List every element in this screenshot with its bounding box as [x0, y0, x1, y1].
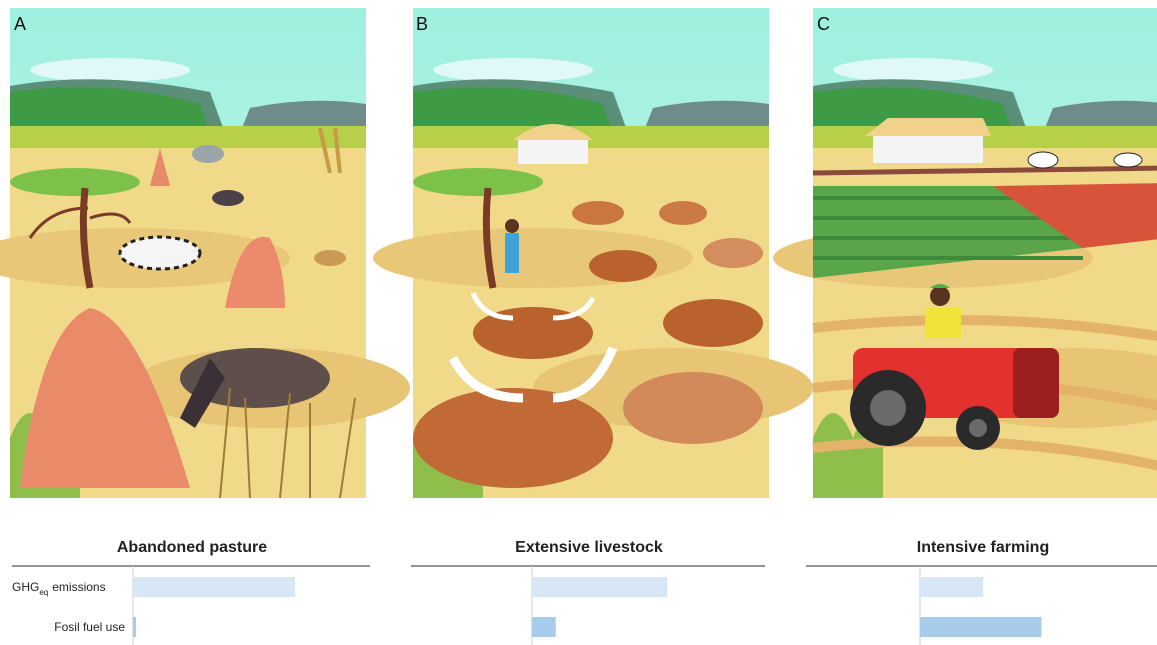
row-label: GHGeq emissions	[12, 580, 106, 597]
row-label-sub: eq	[39, 588, 48, 597]
bar	[532, 577, 667, 597]
row-label-part: emissions	[52, 580, 105, 594]
bar	[920, 577, 983, 597]
row-label: Fosil fuel use	[54, 620, 125, 634]
bar	[133, 617, 136, 637]
panel-title: Abandoned pasture	[117, 539, 267, 556]
panel-title: Intensive farming	[917, 539, 1049, 556]
row-label-part: GHG	[12, 580, 39, 594]
illustration-c	[773, 8, 1157, 498]
panel-letter: B	[416, 14, 428, 34]
bar	[133, 577, 295, 597]
illustration-a	[0, 8, 410, 498]
panel-title: Extensive livestock	[515, 539, 663, 556]
bar	[532, 617, 556, 637]
figure: A B C Abandoned pasture Extensive livest…	[0, 0, 1157, 645]
illustration-b	[373, 8, 813, 498]
panel-letter: A	[14, 14, 26, 34]
bar	[920, 617, 1041, 637]
panel-letter: C	[817, 14, 830, 34]
